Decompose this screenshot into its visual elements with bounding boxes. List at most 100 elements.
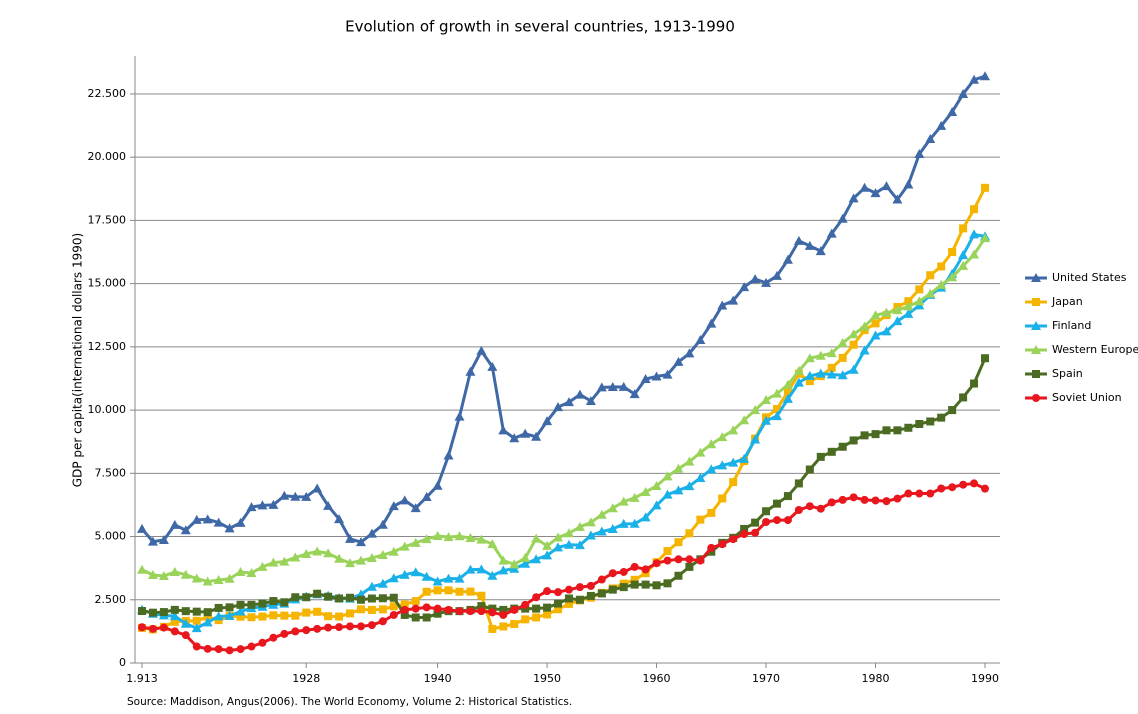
data-point (236, 645, 245, 654)
data-point (739, 453, 750, 463)
data-point (553, 532, 564, 542)
data-point (772, 516, 781, 525)
data-point (762, 517, 771, 526)
chart-title: Evolution of growth in several countries… (345, 18, 735, 36)
data-point (388, 501, 399, 511)
data-point (213, 575, 224, 585)
data-point (904, 297, 913, 306)
data-point (914, 296, 925, 306)
y-tick-label: 7.500 (95, 466, 127, 479)
data-point (717, 460, 728, 470)
data-point (345, 533, 356, 543)
data-point (685, 555, 694, 564)
data-point (422, 603, 431, 612)
data-point (476, 564, 487, 574)
data-point (159, 623, 168, 632)
data-point (521, 600, 530, 609)
data-point (574, 389, 585, 399)
data-point (771, 411, 782, 421)
data-point (169, 566, 180, 576)
data-point (465, 366, 476, 376)
data-point (378, 594, 387, 603)
data-point (696, 515, 705, 524)
data-point (466, 587, 475, 596)
data-point (346, 609, 355, 618)
data-point (607, 381, 618, 391)
data-point (542, 540, 553, 550)
legend-label: Japan (1051, 295, 1083, 308)
data-point (432, 576, 443, 586)
data-point (399, 569, 410, 579)
data-point (280, 598, 289, 607)
data-point (805, 502, 814, 511)
data-point (608, 569, 617, 578)
data-point (761, 277, 772, 287)
data-point (783, 492, 792, 501)
data-point (269, 633, 278, 642)
data-point (652, 581, 661, 590)
x-tick-label: 1980 (862, 672, 890, 685)
data-point (192, 607, 201, 616)
data-point (324, 612, 333, 621)
data-point (794, 505, 803, 514)
data-point (904, 489, 913, 498)
data-point (269, 597, 278, 606)
data-point (640, 373, 651, 383)
data-point (191, 514, 202, 524)
data-point (640, 487, 651, 497)
data-point (563, 397, 574, 407)
data-point (258, 599, 267, 608)
data-point (346, 622, 355, 631)
legend-marker (1032, 298, 1040, 306)
legend-marker (1031, 273, 1041, 282)
data-point (510, 605, 519, 614)
data-point (629, 389, 640, 399)
x-tick-label: 1928 (292, 672, 320, 685)
data-point (641, 565, 650, 574)
data-point (663, 556, 672, 565)
data-point (574, 521, 585, 531)
data-point (959, 480, 968, 489)
data-point (706, 464, 717, 474)
data-point (629, 492, 640, 502)
data-point (543, 587, 552, 596)
data-point (815, 246, 826, 256)
data-point (202, 576, 213, 586)
data-point (771, 388, 782, 398)
data-point (837, 338, 848, 348)
data-point (585, 517, 596, 527)
data-point (169, 519, 180, 529)
data-point (389, 593, 398, 602)
data-point (543, 603, 552, 612)
data-point (291, 611, 300, 620)
data-point (696, 556, 705, 565)
data-point (881, 326, 892, 336)
data-point (751, 518, 760, 527)
series-line (141, 481, 986, 652)
data-point (247, 642, 256, 651)
legend-marker (1032, 394, 1040, 402)
data-point (630, 580, 639, 589)
data-point (323, 500, 334, 510)
data-point (411, 604, 420, 613)
data-point (782, 379, 793, 389)
data-point (970, 479, 979, 488)
data-point (138, 607, 146, 616)
data-point (959, 224, 968, 233)
data-point (892, 194, 903, 204)
data-point (334, 514, 345, 524)
data-point (893, 494, 902, 503)
data-point (564, 594, 573, 603)
data-point (335, 623, 344, 632)
data-point (772, 405, 781, 414)
data-point (903, 301, 914, 311)
data-point (969, 249, 980, 259)
data-point (355, 537, 366, 547)
data-point (915, 419, 924, 428)
data-point (717, 432, 728, 442)
data-point (476, 345, 487, 355)
data-point (532, 593, 541, 602)
data-point (158, 570, 169, 580)
data-point (356, 622, 365, 631)
data-point (564, 585, 573, 594)
